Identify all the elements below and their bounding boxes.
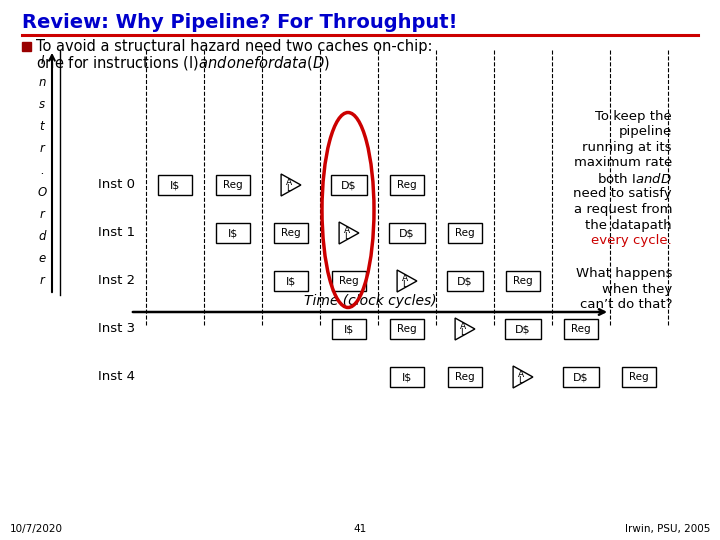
Bar <box>216 175 250 195</box>
Text: A: A <box>402 274 408 284</box>
Text: I$: I$ <box>228 228 238 238</box>
Bar <box>390 175 424 195</box>
Bar <box>448 367 482 387</box>
Text: O: O <box>37 186 47 199</box>
Bar <box>389 223 425 243</box>
Bar <box>22 42 31 51</box>
Text: Time (clock cycles): Time (clock cycles) <box>304 294 436 308</box>
Text: one for instructions (I$) and one for data (D$): one for instructions (I$) and one for da… <box>36 54 330 72</box>
Bar <box>390 319 424 339</box>
Text: A: A <box>460 322 466 332</box>
Text: 41: 41 <box>354 524 366 534</box>
Text: e: e <box>38 252 45 265</box>
Bar <box>331 175 367 195</box>
Text: I$: I$ <box>344 324 354 334</box>
Polygon shape <box>397 270 417 292</box>
Text: Inst 4: Inst 4 <box>98 370 135 383</box>
Text: D$: D$ <box>457 276 473 286</box>
Text: Inst 1: Inst 1 <box>98 226 135 240</box>
Text: What happens: What happens <box>575 267 672 280</box>
Bar <box>390 367 424 387</box>
Bar <box>332 319 366 339</box>
Text: d: d <box>38 230 46 242</box>
Bar <box>622 367 656 387</box>
Polygon shape <box>513 366 533 388</box>
Text: n: n <box>38 76 46 89</box>
Text: Irwin, PSU, 2005: Irwin, PSU, 2005 <box>625 524 710 534</box>
Polygon shape <box>281 174 301 196</box>
Text: Review: Why Pipeline? For Throughput!: Review: Why Pipeline? For Throughput! <box>22 13 457 32</box>
Text: r: r <box>40 141 45 154</box>
Text: D$: D$ <box>573 372 589 382</box>
Polygon shape <box>339 222 359 244</box>
Text: pipeline: pipeline <box>618 125 672 138</box>
Text: A: A <box>518 370 524 379</box>
Text: r: r <box>40 273 45 287</box>
Bar <box>448 223 482 243</box>
Text: need to satisfy: need to satisfy <box>573 187 672 200</box>
Bar <box>564 319 598 339</box>
Text: To avoid a structural hazard need two caches on-chip:: To avoid a structural hazard need two ca… <box>36 38 433 53</box>
Text: I$: I$ <box>286 276 296 286</box>
Text: .: . <box>40 164 44 177</box>
Bar <box>274 271 308 291</box>
Text: both I$ and D$: both I$ and D$ <box>598 172 672 186</box>
Text: Inst 3: Inst 3 <box>98 322 135 335</box>
Text: Reg: Reg <box>571 324 591 334</box>
Text: Reg: Reg <box>339 276 359 286</box>
Text: I$: I$ <box>170 180 180 190</box>
Text: D$: D$ <box>516 324 531 334</box>
Text: D$: D$ <box>341 180 356 190</box>
Text: maximum rate: maximum rate <box>574 157 672 170</box>
Bar <box>505 319 541 339</box>
Bar <box>158 175 192 195</box>
Text: L: L <box>344 232 349 241</box>
Text: L: L <box>402 280 408 289</box>
Text: I$: I$ <box>402 372 412 382</box>
Bar <box>274 223 308 243</box>
Bar <box>332 271 366 291</box>
Bar <box>563 367 599 387</box>
Text: D$: D$ <box>400 228 415 238</box>
Text: r: r <box>40 207 45 220</box>
Text: A: A <box>286 178 292 187</box>
Bar <box>216 223 250 243</box>
Text: Reg: Reg <box>513 276 533 286</box>
Polygon shape <box>455 318 475 340</box>
Text: Reg: Reg <box>282 228 301 238</box>
Text: L: L <box>287 185 292 193</box>
Text: every cycle.: every cycle. <box>591 234 672 247</box>
Text: s: s <box>39 98 45 111</box>
Bar <box>447 271 483 291</box>
Text: Reg: Reg <box>397 180 417 190</box>
Text: Reg: Reg <box>455 228 474 238</box>
Text: I: I <box>40 53 44 66</box>
Text: the datapath: the datapath <box>585 219 672 232</box>
Text: Reg: Reg <box>629 372 649 382</box>
Text: 10/7/2020: 10/7/2020 <box>10 524 63 534</box>
Text: L: L <box>460 328 465 338</box>
Text: when they: when they <box>602 283 672 296</box>
Text: running at its: running at its <box>582 141 672 154</box>
Text: L: L <box>518 376 523 386</box>
Text: Reg: Reg <box>397 324 417 334</box>
Text: can’t do that?: can’t do that? <box>580 299 672 312</box>
Text: Inst 0: Inst 0 <box>98 179 135 192</box>
Bar <box>506 271 540 291</box>
Text: Inst 2: Inst 2 <box>98 274 135 287</box>
Text: A: A <box>343 226 350 235</box>
Text: To keep the: To keep the <box>595 110 672 123</box>
Text: Reg: Reg <box>455 372 474 382</box>
Text: t: t <box>40 119 45 132</box>
Text: Reg: Reg <box>223 180 243 190</box>
Text: a request from: a request from <box>574 203 672 216</box>
